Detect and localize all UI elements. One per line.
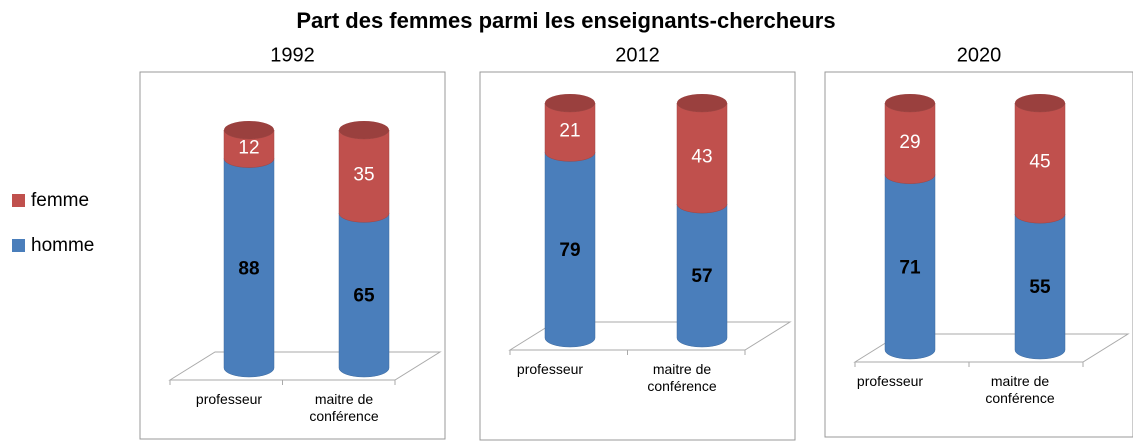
data-label: 29	[899, 132, 920, 153]
legend-label: femme	[31, 190, 89, 211]
panel-title: 2012	[615, 44, 660, 66]
panel-frame	[139, 71, 446, 440]
legend-label: homme	[31, 235, 94, 256]
data-label: 79	[559, 240, 580, 261]
chart-title: Part des femmes parmi les enseignants-ch…	[296, 8, 835, 33]
data-label: 88	[238, 258, 259, 279]
panel-title: 1992	[270, 44, 315, 66]
data-label: 35	[353, 165, 374, 186]
legend-swatch	[12, 194, 25, 207]
bar-cap	[339, 121, 389, 139]
x-tick-label: maitre de conférence	[647, 361, 717, 394]
panel-frame	[479, 71, 796, 441]
data-label: 57	[691, 266, 712, 287]
x-tick-label: maitre de conférence	[985, 373, 1055, 406]
x-tick-label: maitre de conférence	[309, 391, 379, 424]
panel-title: 2020	[957, 44, 1002, 66]
bar-cap	[1015, 94, 1065, 112]
data-label: 65	[353, 286, 375, 307]
legend-swatch	[12, 239, 25, 252]
data-label: 12	[238, 137, 259, 158]
panel-frame	[824, 71, 1133, 438]
x-tick-label: professeur	[195, 391, 263, 407]
data-label: 55	[1029, 277, 1051, 298]
bar-cap	[545, 94, 595, 112]
x-tick-label: professeur	[516, 361, 584, 377]
data-label: 71	[899, 257, 921, 278]
floor	[168, 351, 442, 381]
data-label: 43	[691, 147, 712, 168]
bar-cap	[224, 121, 274, 139]
data-label: 21	[559, 121, 580, 142]
bar-cap	[677, 94, 727, 112]
data-label: 45	[1029, 152, 1050, 173]
x-tick-label: professeur	[856, 373, 924, 389]
bar-cap	[885, 94, 935, 112]
